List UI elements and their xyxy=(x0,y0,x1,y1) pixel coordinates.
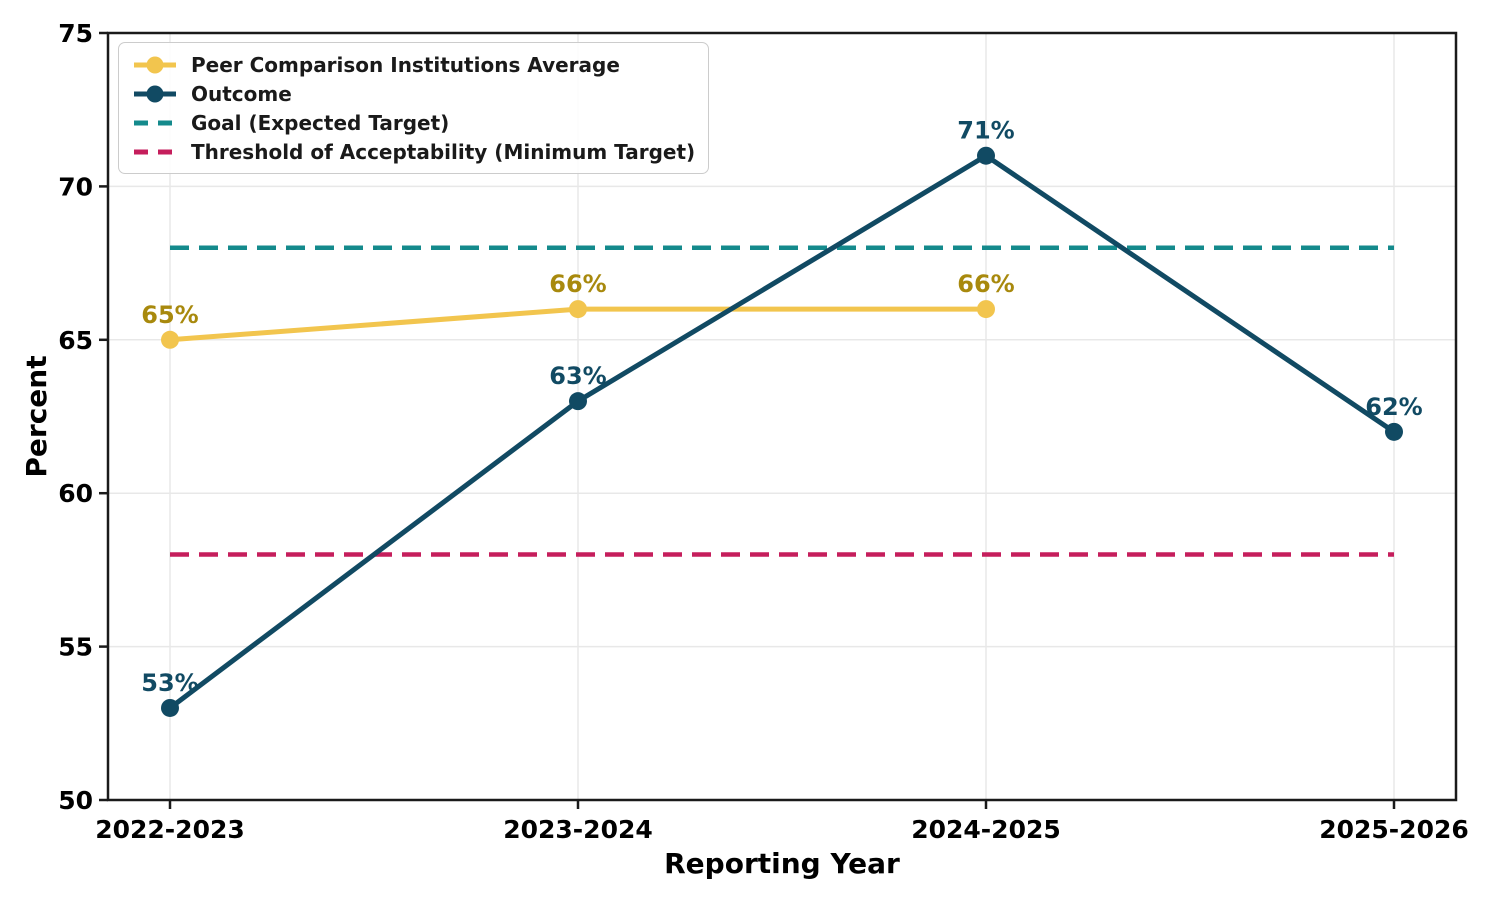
series-marker xyxy=(1385,422,1403,441)
legend-marker-dot xyxy=(146,56,164,73)
point-label: 53% xyxy=(141,669,198,697)
legend-label: Outcome xyxy=(191,81,292,106)
y-tick-label: 65 xyxy=(58,326,93,355)
legend-label: Peer Comparison Institutions Average xyxy=(191,52,620,77)
solid-line-marker-icon xyxy=(134,56,176,73)
point-label: 66% xyxy=(957,270,1014,298)
chart-legend: Peer Comparison Institutions Average Out… xyxy=(118,42,710,174)
dashed-line-icon xyxy=(134,120,176,125)
series-marker xyxy=(977,300,995,319)
solid-line-marker-icon xyxy=(134,85,176,102)
x-tick-label: 2025-2026 xyxy=(1319,815,1469,844)
legend-item-goal: Goal (Expected Target) xyxy=(132,108,695,137)
series-marker xyxy=(161,698,179,717)
y-tick-label: 70 xyxy=(58,172,93,201)
point-label: 71% xyxy=(957,117,1014,145)
point-label: 66% xyxy=(549,270,606,298)
legend-marker-dot xyxy=(146,85,164,102)
series-marker xyxy=(977,146,995,165)
legend-item-threshold: Threshold of Acceptability (Minimum Targ… xyxy=(132,137,695,166)
series-marker xyxy=(569,300,587,319)
x-tick-label: 2022-2023 xyxy=(95,815,245,844)
y-tick-label: 55 xyxy=(58,633,93,662)
legend-item-peer-average: Peer Comparison Institutions Average xyxy=(132,50,695,79)
y-tick-label: 50 xyxy=(58,786,93,815)
legend-label: Threshold of Acceptability (Minimum Targ… xyxy=(191,139,696,164)
point-label: 63% xyxy=(549,362,606,390)
y-tick-label: 75 xyxy=(58,19,93,48)
legend-item-outcome: Outcome xyxy=(132,79,695,108)
x-tick-label: 2023-2024 xyxy=(503,815,653,844)
y-axis-title: Percent xyxy=(20,355,53,477)
legend-label: Goal (Expected Target) xyxy=(191,110,450,135)
series-line xyxy=(167,153,1397,711)
x-axis-title: Reporting Year xyxy=(664,847,900,880)
y-tick-label: 60 xyxy=(58,479,93,508)
series-marker xyxy=(161,330,179,349)
point-label: 65% xyxy=(141,301,198,329)
plot-border xyxy=(106,31,1458,802)
point-label: 62% xyxy=(1365,393,1422,421)
series-marker xyxy=(569,392,587,411)
x-tick-label: 2024-2025 xyxy=(911,815,1061,844)
dashed-line-icon xyxy=(134,149,176,154)
